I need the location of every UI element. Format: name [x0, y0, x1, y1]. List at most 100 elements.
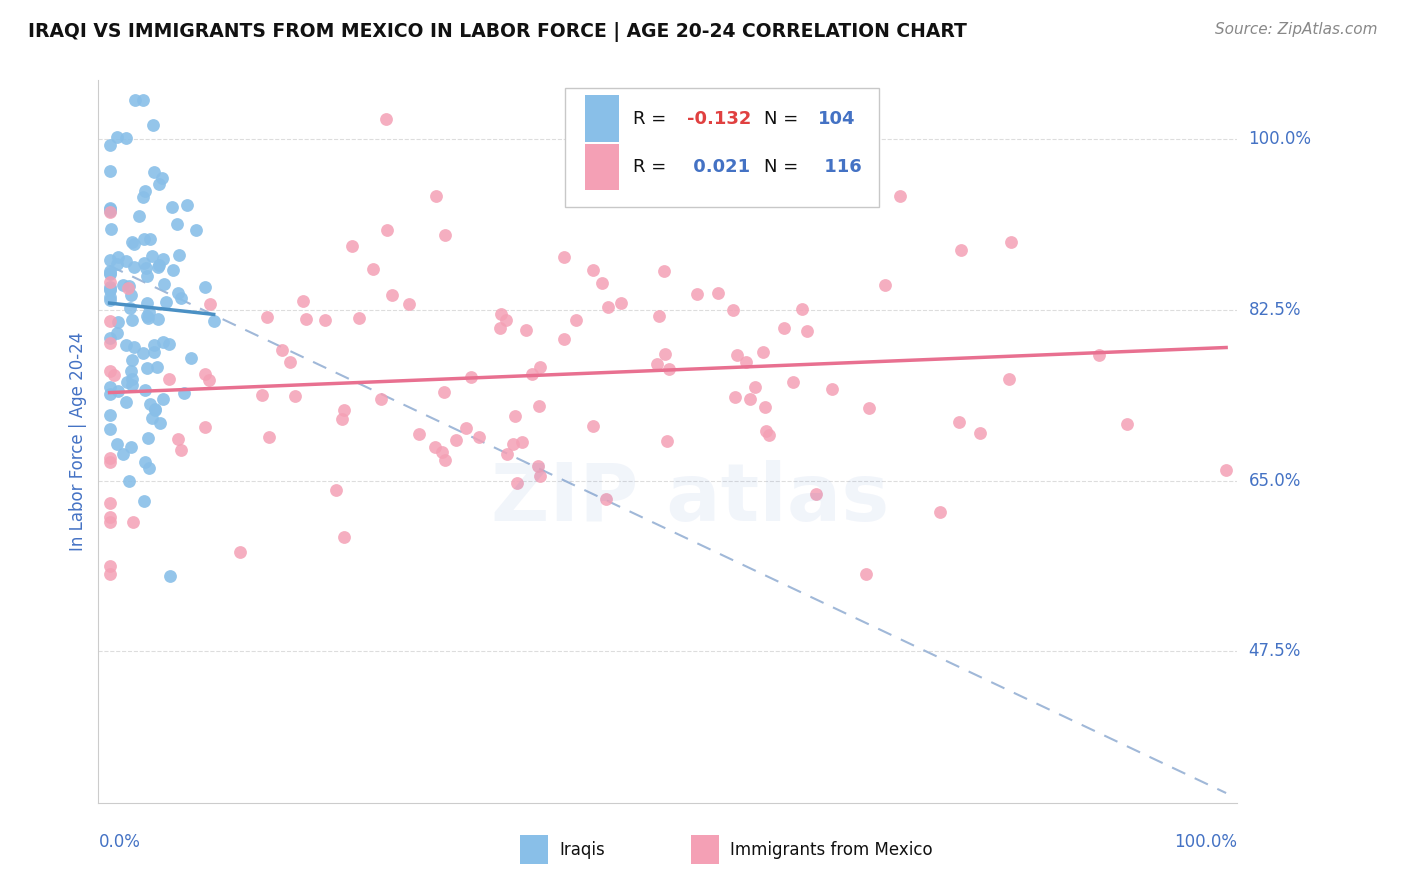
Point	[122, 237, 145, 252]
Point	[529, 399, 551, 413]
Point	[202, 314, 225, 328]
Point	[724, 390, 747, 404]
Point	[98, 204, 121, 219]
Point	[132, 189, 155, 203]
Point	[610, 296, 633, 310]
Point	[122, 515, 145, 529]
Point	[124, 93, 146, 107]
Text: IRAQI VS IMMIGRANTS FROM MEXICO IN LABOR FORCE | AGE 20-24 CORRELATION CHART: IRAQI VS IMMIGRANTS FROM MEXICO IN LABOR…	[28, 22, 967, 42]
Point	[98, 203, 121, 218]
Point	[132, 232, 155, 246]
Point	[491, 307, 513, 321]
Point	[948, 415, 970, 429]
Point	[105, 436, 128, 450]
Point	[121, 378, 143, 392]
Point	[152, 392, 174, 406]
Point	[121, 235, 143, 249]
Point	[121, 372, 143, 386]
Point	[134, 383, 156, 397]
Point	[143, 401, 166, 416]
Point	[430, 445, 453, 459]
Point	[889, 189, 911, 203]
Point	[529, 359, 551, 374]
Point	[138, 460, 160, 475]
Point	[98, 509, 121, 524]
Point	[134, 454, 156, 468]
Point	[122, 340, 145, 354]
Point	[115, 338, 138, 352]
Point	[796, 324, 818, 338]
Point	[194, 368, 217, 382]
Point	[657, 434, 679, 448]
Point	[98, 252, 121, 267]
Point	[734, 354, 756, 368]
Text: R =: R =	[633, 158, 672, 176]
Point	[98, 201, 121, 215]
Point	[1116, 417, 1139, 432]
Point	[257, 430, 280, 444]
FancyBboxPatch shape	[565, 87, 879, 207]
Point	[143, 402, 166, 417]
Point	[527, 458, 550, 473]
Point	[330, 412, 353, 426]
Point	[141, 249, 163, 263]
Point	[706, 286, 728, 301]
Point	[792, 301, 814, 316]
Point	[98, 331, 121, 345]
Point	[347, 311, 370, 326]
Point	[103, 368, 125, 382]
Point	[425, 188, 447, 202]
Point	[98, 266, 121, 280]
Point	[648, 309, 671, 323]
Point	[198, 373, 221, 387]
Point	[114, 395, 136, 409]
Point	[143, 338, 166, 352]
Point	[155, 295, 177, 310]
Point	[142, 118, 165, 132]
Point	[107, 129, 129, 144]
Point	[98, 283, 121, 297]
Point	[581, 418, 603, 433]
Point	[754, 401, 776, 415]
Point	[159, 372, 181, 386]
Point	[120, 441, 142, 455]
Point	[170, 291, 193, 305]
Point	[100, 221, 122, 235]
Point	[148, 177, 170, 191]
Point	[98, 566, 121, 581]
Point	[98, 314, 121, 328]
Point	[98, 559, 121, 574]
Point	[167, 432, 190, 446]
Point	[658, 362, 681, 376]
Point	[112, 447, 135, 461]
Point	[98, 138, 121, 153]
Point	[138, 305, 160, 319]
Point	[821, 383, 844, 397]
FancyBboxPatch shape	[690, 835, 718, 864]
Point	[503, 409, 526, 423]
Point	[114, 131, 136, 145]
Point	[256, 310, 278, 324]
Point	[381, 287, 404, 301]
Point	[160, 200, 183, 214]
Point	[654, 263, 676, 277]
Point	[314, 313, 336, 327]
Point	[773, 321, 796, 335]
Text: N =: N =	[763, 110, 803, 128]
Point	[553, 250, 575, 264]
Point	[135, 309, 157, 323]
Point	[152, 171, 174, 186]
Point	[98, 335, 121, 350]
Point	[291, 293, 314, 308]
Point	[107, 250, 129, 264]
Point	[107, 384, 129, 399]
Point	[654, 347, 676, 361]
Point	[595, 492, 617, 507]
Point	[454, 421, 477, 435]
Point	[564, 313, 586, 327]
Point	[121, 313, 143, 327]
Text: N =: N =	[763, 158, 803, 176]
Point	[325, 483, 347, 497]
Point	[468, 430, 491, 444]
Text: 47.5%: 47.5%	[1249, 642, 1301, 660]
